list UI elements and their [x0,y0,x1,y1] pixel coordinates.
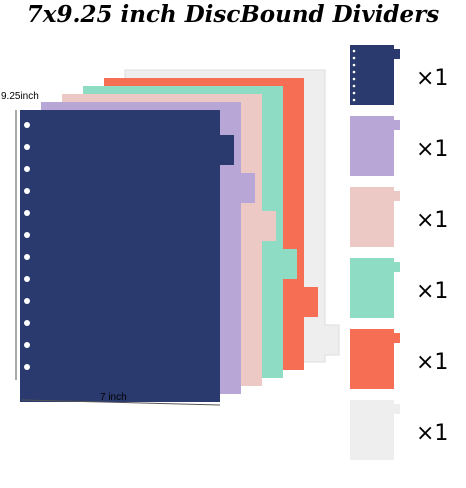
title: 7x9.25 inch DiscBound Dividers [27,1,440,28]
disc-hole [24,276,30,282]
swatch-list: ×1 ×1 ×1 ×1 ×1 ×1 [350,45,448,460]
disc-hole [352,84,356,88]
swatch [350,329,400,389]
disc-hole [24,320,30,326]
swatch [350,400,400,460]
quantity: ×1 [416,66,448,91]
disc-hole [352,98,356,102]
disc-hole [24,210,30,216]
quantity: ×1 [416,208,448,233]
divider-page [20,110,234,402]
disc-hole [352,56,356,60]
disc-hole [24,122,30,128]
quantity: ×1 [416,421,448,446]
disc-hole [24,188,30,194]
swatch [350,187,400,247]
disc-hole [24,364,30,370]
disc-hole [24,342,30,348]
disc-hole [24,166,30,172]
disc-hole [24,298,30,304]
height-label: 9.25inch [1,91,39,102]
disc-hole [352,77,356,81]
swatch [350,258,400,318]
disc-hole [24,232,30,238]
width-line [21,399,221,406]
disc-hole [352,49,356,53]
swatch [350,116,400,176]
swatch [350,45,400,105]
quantity: ×1 [416,279,448,304]
disc-hole [24,144,30,150]
divider-stack [20,69,340,402]
disc-hole [352,91,356,95]
disc-hole [24,254,30,260]
quantity: ×1 [416,137,448,162]
disc-hole [352,70,356,74]
quantity: ×1 [416,350,448,375]
width-label: 7 inch [100,392,127,403]
disc-hole [352,63,356,67]
